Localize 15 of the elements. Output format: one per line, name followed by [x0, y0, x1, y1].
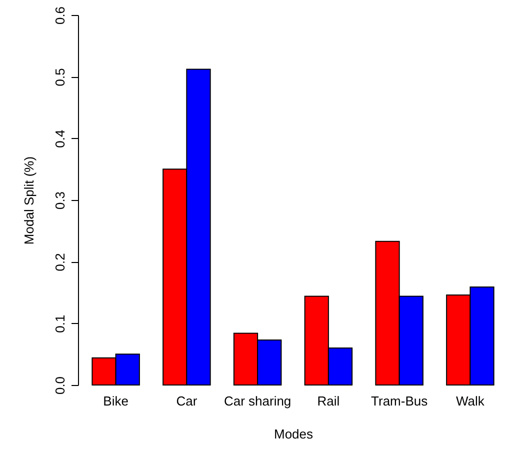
- x-tick-label: Walk: [456, 394, 485, 408]
- x-tick-label: Car: [176, 394, 198, 408]
- y-tick-label: 0.1: [52, 314, 68, 333]
- y-tick-label: 0.6: [52, 6, 68, 25]
- x-tick-label: Rail: [317, 394, 340, 408]
- y-tick-label: 0.0: [52, 376, 68, 395]
- x-tick-label: Tram-Bus: [371, 394, 428, 408]
- x-axis-title: Modes: [274, 426, 314, 442]
- x-tick-label: Bike: [103, 394, 128, 408]
- y-tick-label: 0.2: [52, 253, 68, 272]
- y-tick-label: 0.4: [52, 130, 68, 148]
- y-axis-title: Modal Split (%): [22, 156, 36, 245]
- y-tick-label: 0.5: [52, 68, 68, 86]
- x-tick-label: Car sharing: [224, 394, 292, 408]
- y-tick-label: 0.3: [52, 191, 68, 210]
